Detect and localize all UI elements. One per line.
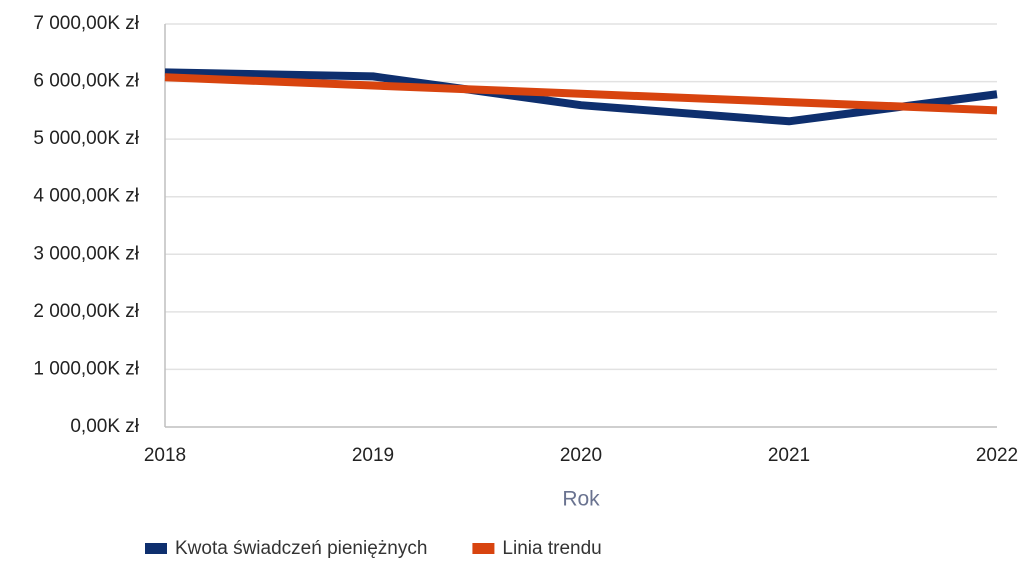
legend-label: Kwota świadczeń pieniężnych bbox=[175, 538, 427, 559]
legend-swatch bbox=[145, 543, 167, 554]
x-tick-label: 2018 bbox=[144, 445, 186, 466]
legend-label: Linia trendu bbox=[502, 538, 601, 559]
y-tick-label: 1 000,00K zł bbox=[33, 358, 139, 379]
y-tick-label: 7 000,00K zł bbox=[33, 13, 139, 34]
series-line bbox=[164, 68, 998, 126]
y-tick-label: 0,00K zł bbox=[70, 416, 139, 437]
y-tick-label: 5 000,00K zł bbox=[33, 128, 139, 149]
x-axis-title: Rok bbox=[562, 488, 600, 511]
legend-swatch bbox=[472, 543, 495, 554]
y-tick-label: 6 000,00K zł bbox=[33, 71, 139, 92]
x-tick-label: 2022 bbox=[976, 445, 1018, 466]
y-tick-label: 3 000,00K zł bbox=[33, 243, 139, 264]
y-tick-label: 4 000,00K zł bbox=[33, 186, 139, 207]
x-tick-label: 2020 bbox=[560, 445, 602, 466]
x-tick-label: 2021 bbox=[768, 445, 810, 466]
series-line bbox=[164, 73, 998, 115]
y-tick-label: 2 000,00K zł bbox=[33, 301, 139, 322]
x-tick-label: 2019 bbox=[352, 445, 394, 466]
